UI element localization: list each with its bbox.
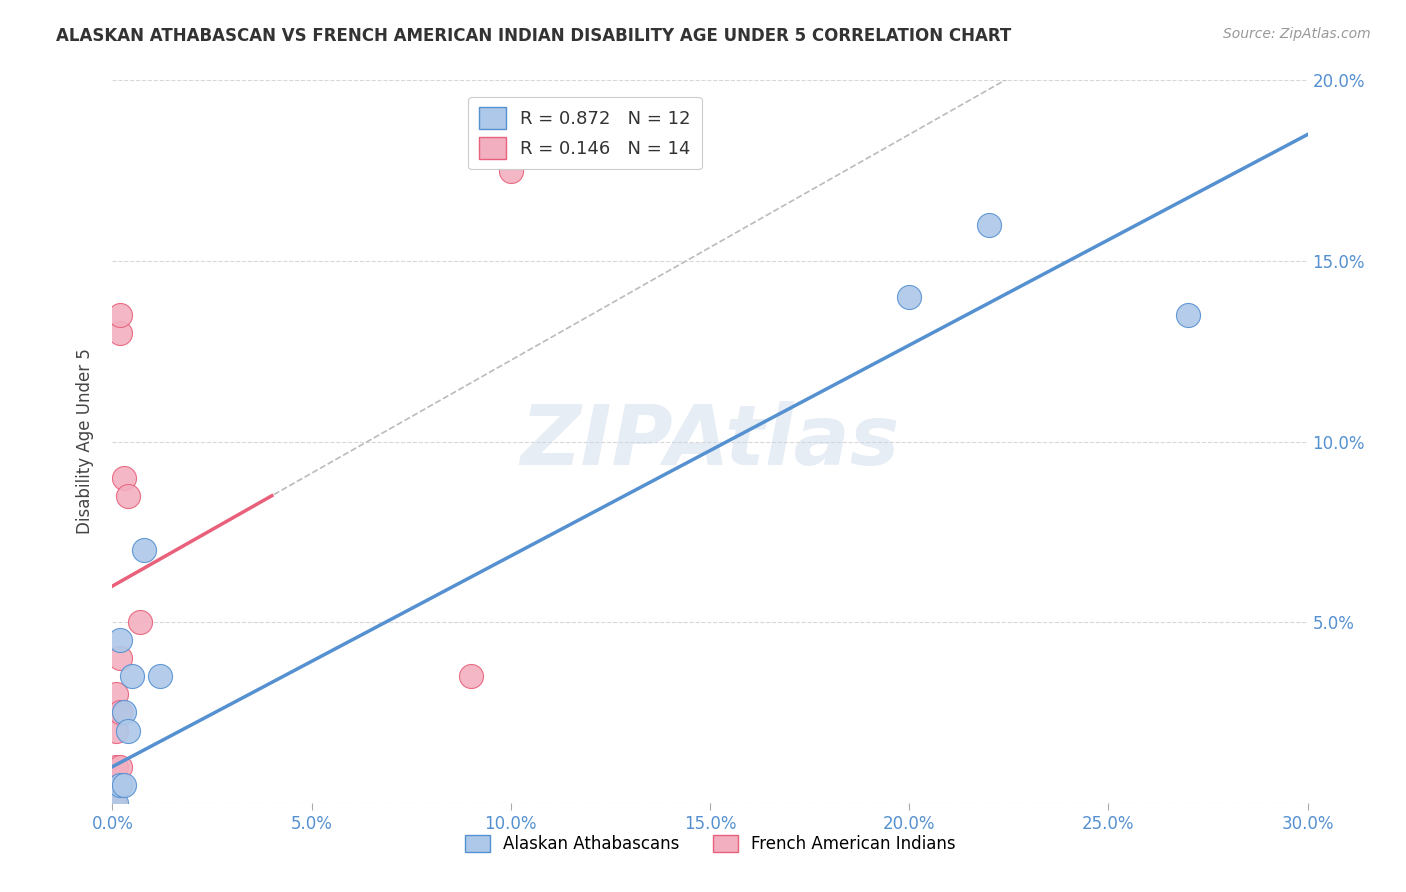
Legend: Alaskan Athabascans, French American Indians: Alaskan Athabascans, French American Ind…: [458, 828, 962, 860]
Point: [105, 760, 128, 774]
Point: [105, 796, 128, 810]
Point: [103, 796, 125, 810]
Point: [114, 471, 135, 485]
Point: [134, 542, 156, 557]
Point: [110, 778, 132, 792]
Point: [110, 326, 132, 340]
Point: [110, 308, 132, 322]
Point: [121, 669, 143, 683]
Point: [110, 651, 132, 665]
Point: [499, 163, 522, 178]
Point: [110, 706, 132, 720]
Y-axis label: Disability Age Under 5: Disability Age Under 5: [76, 349, 94, 534]
Point: [898, 290, 921, 304]
Point: [1177, 308, 1199, 322]
Point: [460, 669, 482, 683]
Point: [114, 706, 135, 720]
Point: [117, 723, 139, 738]
Point: [110, 760, 132, 774]
Point: [114, 778, 135, 792]
Point: [105, 723, 128, 738]
Point: [129, 615, 152, 630]
Point: [977, 218, 1000, 232]
Text: ALASKAN ATHABASCAN VS FRENCH AMERICAN INDIAN DISABILITY AGE UNDER 5 CORRELATION : ALASKAN ATHABASCAN VS FRENCH AMERICAN IN…: [56, 27, 1011, 45]
Text: ZIPAtlas: ZIPAtlas: [520, 401, 900, 482]
Point: [105, 687, 128, 701]
Point: [149, 669, 172, 683]
Point: [117, 489, 139, 503]
Text: Source: ZipAtlas.com: Source: ZipAtlas.com: [1223, 27, 1371, 41]
Point: [110, 633, 132, 648]
